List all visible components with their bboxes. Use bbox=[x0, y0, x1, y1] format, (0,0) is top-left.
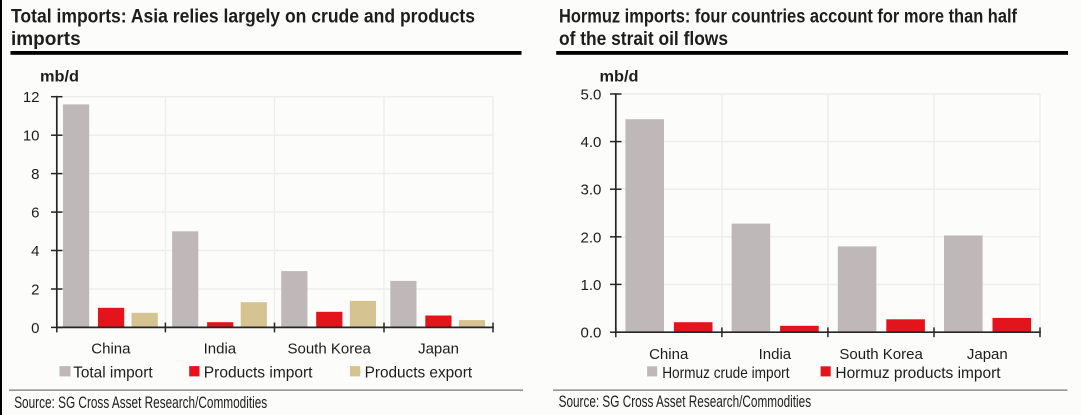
svg-text:Hormuz imports: four countries: Hormuz imports: four countries account f… bbox=[559, 7, 1018, 28]
svg-text:Products import: Products import bbox=[204, 365, 313, 382]
svg-text:imports: imports bbox=[11, 29, 81, 50]
svg-text:Products export: Products export bbox=[365, 365, 473, 382]
svg-text:2.0: 2.0 bbox=[581, 229, 602, 246]
svg-text:China: China bbox=[91, 341, 131, 358]
svg-text:5.0: 5.0 bbox=[581, 87, 602, 104]
svg-text:Japan: Japan bbox=[967, 346, 1008, 363]
svg-text:India: India bbox=[204, 341, 237, 358]
svg-text:0: 0 bbox=[31, 320, 39, 337]
svg-text:mb/d: mb/d bbox=[40, 69, 79, 86]
svg-text:China: China bbox=[649, 346, 689, 363]
svg-text:2: 2 bbox=[31, 282, 39, 299]
svg-text:6: 6 bbox=[31, 205, 39, 222]
svg-text:South Korea: South Korea bbox=[839, 346, 923, 363]
svg-text:Japan: Japan bbox=[418, 341, 459, 358]
svg-text:Total import: Total import bbox=[73, 365, 153, 382]
svg-text:Hormuz products import: Hormuz products import bbox=[835, 365, 1001, 382]
svg-text:Source: SG Cross Asset Researc: Source: SG Cross Asset Research/Commodit… bbox=[14, 394, 267, 412]
svg-text:South Korea: South Korea bbox=[287, 341, 371, 358]
svg-text:of the strait oil flows: of the strait oil flows bbox=[559, 29, 728, 50]
svg-text:1.0: 1.0 bbox=[581, 277, 602, 294]
svg-text:3.0: 3.0 bbox=[581, 182, 602, 199]
svg-text:Total imports: Asia relies lar: Total imports: Asia relies largely on cr… bbox=[11, 7, 475, 28]
svg-text:India: India bbox=[759, 346, 792, 363]
svg-text:mb/d: mb/d bbox=[600, 69, 639, 86]
svg-text:8: 8 bbox=[31, 166, 39, 183]
svg-text:Source: SG Cross Asset Researc: Source: SG Cross Asset Research/Commodit… bbox=[559, 393, 812, 411]
svg-text:0.0: 0.0 bbox=[581, 325, 602, 342]
svg-text:Hormuz crude import: Hormuz crude import bbox=[662, 365, 790, 382]
svg-text:4: 4 bbox=[31, 243, 39, 260]
svg-text:4.0: 4.0 bbox=[581, 134, 602, 151]
svg-text:12: 12 bbox=[23, 89, 40, 106]
svg-text:10: 10 bbox=[23, 128, 40, 145]
